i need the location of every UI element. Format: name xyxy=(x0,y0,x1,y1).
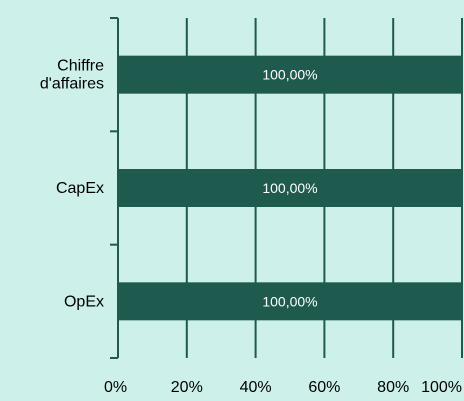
bar-1 xyxy=(118,169,462,207)
bar-0 xyxy=(118,55,462,94)
bar-data-label-0: 100,00% xyxy=(262,67,317,83)
y-axis xyxy=(110,17,119,359)
x-tick-label-40: 40% xyxy=(240,379,272,396)
bar-2 xyxy=(118,282,462,321)
x-tick-label-100: 100% xyxy=(421,379,462,396)
category-label-1: CapEx xyxy=(56,180,104,197)
x-tick-label-80: 80% xyxy=(377,379,409,396)
bar-data-label-1: 100,00% xyxy=(262,180,317,196)
bar-data-label-2: 100,00% xyxy=(262,293,317,309)
x-tick-label-0: 0% xyxy=(104,379,127,396)
category-label-0: Chiffre d'affaires xyxy=(40,58,104,93)
x-tick-label-20: 20% xyxy=(171,379,203,396)
x-tick-labels: 0% 20% 40% 60% 80% 100% xyxy=(104,379,462,396)
category-labels: Chiffre d'affaires CapEx OpEx xyxy=(40,58,104,311)
category-label-2: OpEx xyxy=(64,293,104,310)
x-tick-label-60: 60% xyxy=(308,379,340,396)
bars-layer: 100,00% 100,00% 100,00% xyxy=(118,55,462,321)
